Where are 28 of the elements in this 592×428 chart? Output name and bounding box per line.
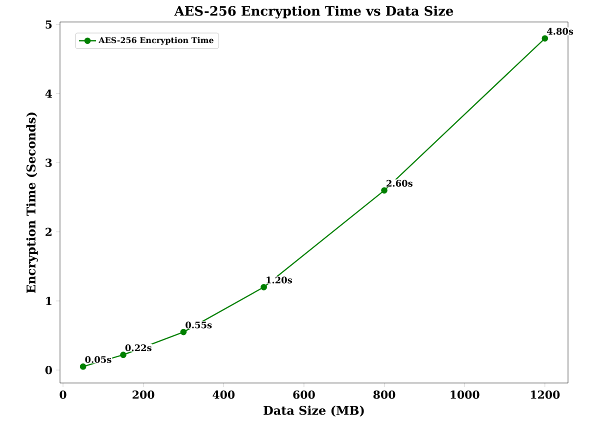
y-tick-label: 3 [46, 158, 52, 167]
x-tick-label: 600 [293, 390, 315, 399]
chart-title: AES-256 Encryption Time vs Data Size [174, 6, 454, 18]
point [260, 284, 267, 290]
point [120, 352, 126, 358]
point [80, 363, 86, 370]
y-tick-label: 5 [46, 20, 52, 29]
data-label: 0.22s [125, 344, 152, 352]
point [542, 35, 548, 42]
y-axis-title: Encryption Time (Seconds) [26, 112, 38, 293]
data-label: 0.55s [186, 322, 212, 328]
y-tick-label: 4 [45, 90, 52, 98]
point [180, 328, 187, 336]
y-tick-label: 1 [46, 296, 52, 306]
x-tick-label: 400 [212, 390, 235, 399]
x-tick-label: 1000 [450, 390, 480, 399]
x-tick-label: 200 [132, 390, 154, 399]
x-axis-title: Data Size (MB) [264, 406, 364, 417]
x-tick-label: 1200 [531, 390, 560, 399]
data-label: 2.60s [386, 180, 413, 187]
y-tick-label: 0 [45, 366, 52, 374]
x-tick-label: 800 [373, 390, 396, 399]
data-label: 0.05s [85, 356, 112, 363]
data-label: 4.80s [546, 28, 574, 35]
data-label: 1.20s [266, 276, 292, 284]
point [381, 187, 388, 194]
y-tick-label: 2 [46, 228, 52, 236]
x-tick-label: 0 [60, 390, 66, 399]
